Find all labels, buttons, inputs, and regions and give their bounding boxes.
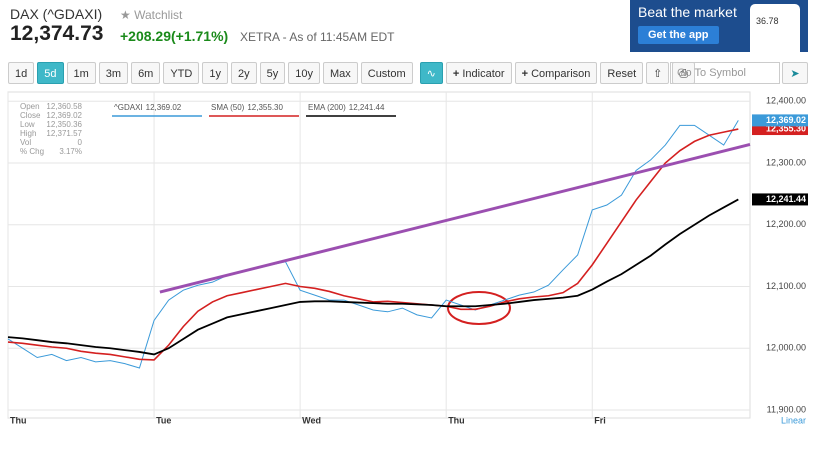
- quote-label: Close: [20, 111, 41, 120]
- quote-label: % Chg: [20, 147, 45, 156]
- range-button[interactable]: 1m: [66, 62, 96, 84]
- price-tag-label: 12,369.02: [766, 115, 806, 125]
- ad-button[interactable]: Get the app: [638, 26, 719, 44]
- y-tick-label: 12,100.00: [766, 281, 806, 291]
- share-button[interactable]: ⇧: [646, 62, 670, 84]
- ad-headline: Beat the market: [638, 4, 737, 20]
- range-button[interactable]: 2y: [230, 62, 257, 84]
- price: 12,374.73: [10, 22, 104, 45]
- legend-value: 12,355.30: [247, 103, 283, 112]
- quote-value: 12,371.57: [46, 129, 82, 138]
- quote-value: 3.17%: [59, 147, 82, 156]
- legend-name: ^GDAXI: [114, 103, 143, 112]
- quote-value: 12,360.58: [46, 102, 82, 111]
- quote-panel: Open 12,360.58 Close 12,369.02 Low 12,350.36 H…: [20, 102, 82, 156]
- chart-type-button[interactable]: ∿: [419, 62, 443, 84]
- quote-label: Low: [20, 120, 35, 129]
- symbol-name: DAX (^GDAXI): [10, 6, 103, 22]
- y-tick-label: 12,200.00: [766, 219, 806, 229]
- legend-name: SMA (50): [211, 103, 245, 112]
- legend-name: EMA (200): [308, 103, 346, 112]
- quote-label: High: [20, 129, 37, 138]
- range-button[interactable]: 6m: [131, 62, 161, 84]
- range-button[interactable]: 3m: [98, 62, 129, 84]
- y-tick-label: 12,400.00: [766, 96, 806, 106]
- x-tick-label: Wed: [302, 415, 321, 425]
- quote-row: Vol 0: [20, 138, 82, 147]
- price-tag: [752, 193, 808, 206]
- price-tag-label: 12,355.30: [766, 123, 806, 133]
- series-line: [7, 120, 739, 369]
- indicator-button[interactable]: + Indicator: [445, 62, 512, 84]
- legend-value: 12,241.44: [349, 103, 385, 112]
- scale-label: Linear: [781, 415, 806, 425]
- x-tick-label: Tue: [156, 415, 171, 425]
- quote-label: Open: [20, 102, 40, 111]
- range-button[interactable]: Custom: [360, 62, 413, 84]
- series-line: [7, 198, 739, 356]
- legend-entry: ^GDAXI 12,369.02: [114, 103, 182, 112]
- price-tag: [752, 114, 808, 127]
- range-button[interactable]: 10y: [288, 62, 320, 84]
- range-button[interactable]: 5y: [259, 62, 286, 84]
- range-button[interactable]: 5d: [37, 62, 64, 84]
- comparison-button[interactable]: + Comparison: [514, 62, 598, 84]
- y-tick-label: 11,900.00: [767, 404, 806, 414]
- quote-value: 12,369.02: [46, 111, 82, 120]
- highlight-circle: [447, 291, 511, 325]
- price-tag-label: 12,241.44: [766, 194, 806, 204]
- legend-value: 12,369.02: [146, 103, 182, 112]
- range-button[interactable]: Max: [322, 62, 358, 84]
- x-tick-label: Thu: [448, 415, 465, 425]
- quote-row: Low 12,350.36: [20, 120, 82, 129]
- quote-value: 12,350.36: [46, 120, 82, 129]
- go-button[interactable]: ➤: [782, 62, 808, 84]
- watchlist[interactable]: ★ Watchlist: [120, 8, 183, 22]
- range-button[interactable]: 1y: [202, 62, 228, 84]
- range-button[interactable]: 1d: [8, 62, 35, 84]
- watchlist-label[interactable]: Watchlist: [134, 8, 183, 22]
- quote-row: % Chg 3.17%: [20, 147, 82, 156]
- series-line: [7, 128, 739, 361]
- range-button[interactable]: YTD: [163, 62, 200, 84]
- ad-phone-value: 36.78: [756, 16, 779, 26]
- y-tick-label: 12,000.00: [766, 343, 806, 353]
- ad-phone: 36.78: [750, 4, 800, 52]
- legend-entry: EMA (200) 12,241.44: [308, 103, 385, 112]
- ad-banner[interactable]: Beat the market Get the app 36.78: [630, 0, 808, 52]
- quote-row: Open 12,360.58: [20, 102, 82, 111]
- quote-value: 0: [77, 138, 82, 147]
- symbol-input[interactable]: Go To Symbol: [670, 62, 780, 84]
- quote-row: High 12,371.57: [20, 129, 82, 138]
- exchange: XETRA - As of 11:45AM EDT: [240, 30, 395, 44]
- change: +208.29(+1.71%): [120, 28, 229, 44]
- x-tick-label: Fri: [594, 415, 606, 425]
- trendline: [159, 143, 751, 294]
- x-tick-label: Thu: [10, 415, 27, 425]
- plot-area: [7, 91, 751, 419]
- indicator-label[interactable]: Indicator: [462, 68, 505, 80]
- comparison-label[interactable]: Comparison: [531, 68, 591, 80]
- legend-entry: SMA (50) 12,355.30: [211, 103, 283, 112]
- quote-label: Vol: [20, 138, 32, 147]
- quote-row: Close 12,369.02: [20, 111, 82, 120]
- reset-button[interactable]: Reset: [600, 62, 644, 84]
- y-tick-label: 12,300.00: [766, 157, 806, 167]
- toolbar: 1d 5d 1m 3m 6m YTD 1y 2y 5y 10y Max Custom ∿ + Indica…: [8, 62, 696, 84]
